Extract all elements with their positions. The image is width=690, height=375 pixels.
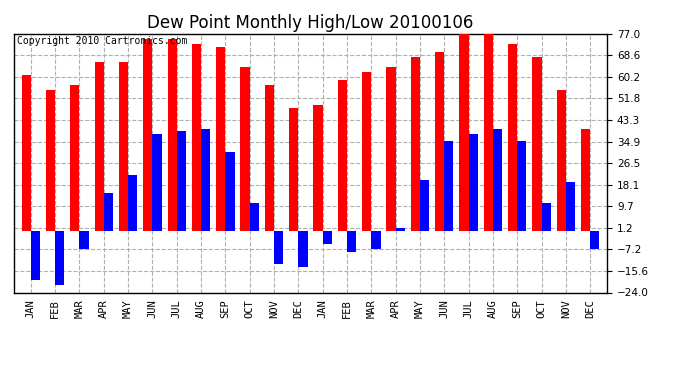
Bar [289,108,298,231]
Bar [323,231,332,244]
Bar [542,203,551,231]
Bar [104,193,113,231]
Bar [508,44,518,231]
Bar [168,39,177,231]
Bar [386,67,395,231]
Bar [298,231,308,267]
Bar [201,129,210,231]
Bar [128,175,137,231]
Bar [590,231,600,249]
Bar [265,85,274,231]
Bar [484,34,493,231]
Bar [119,62,128,231]
Bar [435,52,444,231]
Bar [55,231,64,285]
Text: Copyright 2010 Cartronics.com: Copyright 2010 Cartronics.com [17,36,187,46]
Bar [420,180,429,231]
Bar [469,134,477,231]
Bar [152,134,161,231]
Bar [46,90,55,231]
Bar [444,141,453,231]
Bar [532,57,542,231]
Bar [337,80,347,231]
Bar [581,129,590,231]
Bar [493,129,502,231]
Bar [144,39,152,231]
Bar [274,231,284,264]
Bar [250,203,259,231]
Bar [460,34,469,231]
Bar [313,105,323,231]
Bar [395,228,405,231]
Bar [226,152,235,231]
Bar [240,67,250,231]
Bar [362,72,371,231]
Bar [21,75,31,231]
Bar [566,182,575,231]
Bar [411,57,420,231]
Bar [95,62,103,231]
Bar [177,131,186,231]
Bar [79,231,89,249]
Title: Dew Point Monthly High/Low 20100106: Dew Point Monthly High/Low 20100106 [147,14,474,32]
Bar [557,90,566,231]
Bar [518,141,526,231]
Bar [347,231,356,252]
Bar [192,44,201,231]
Bar [216,46,226,231]
Bar [31,231,40,280]
Bar [371,231,381,249]
Bar [70,85,79,231]
